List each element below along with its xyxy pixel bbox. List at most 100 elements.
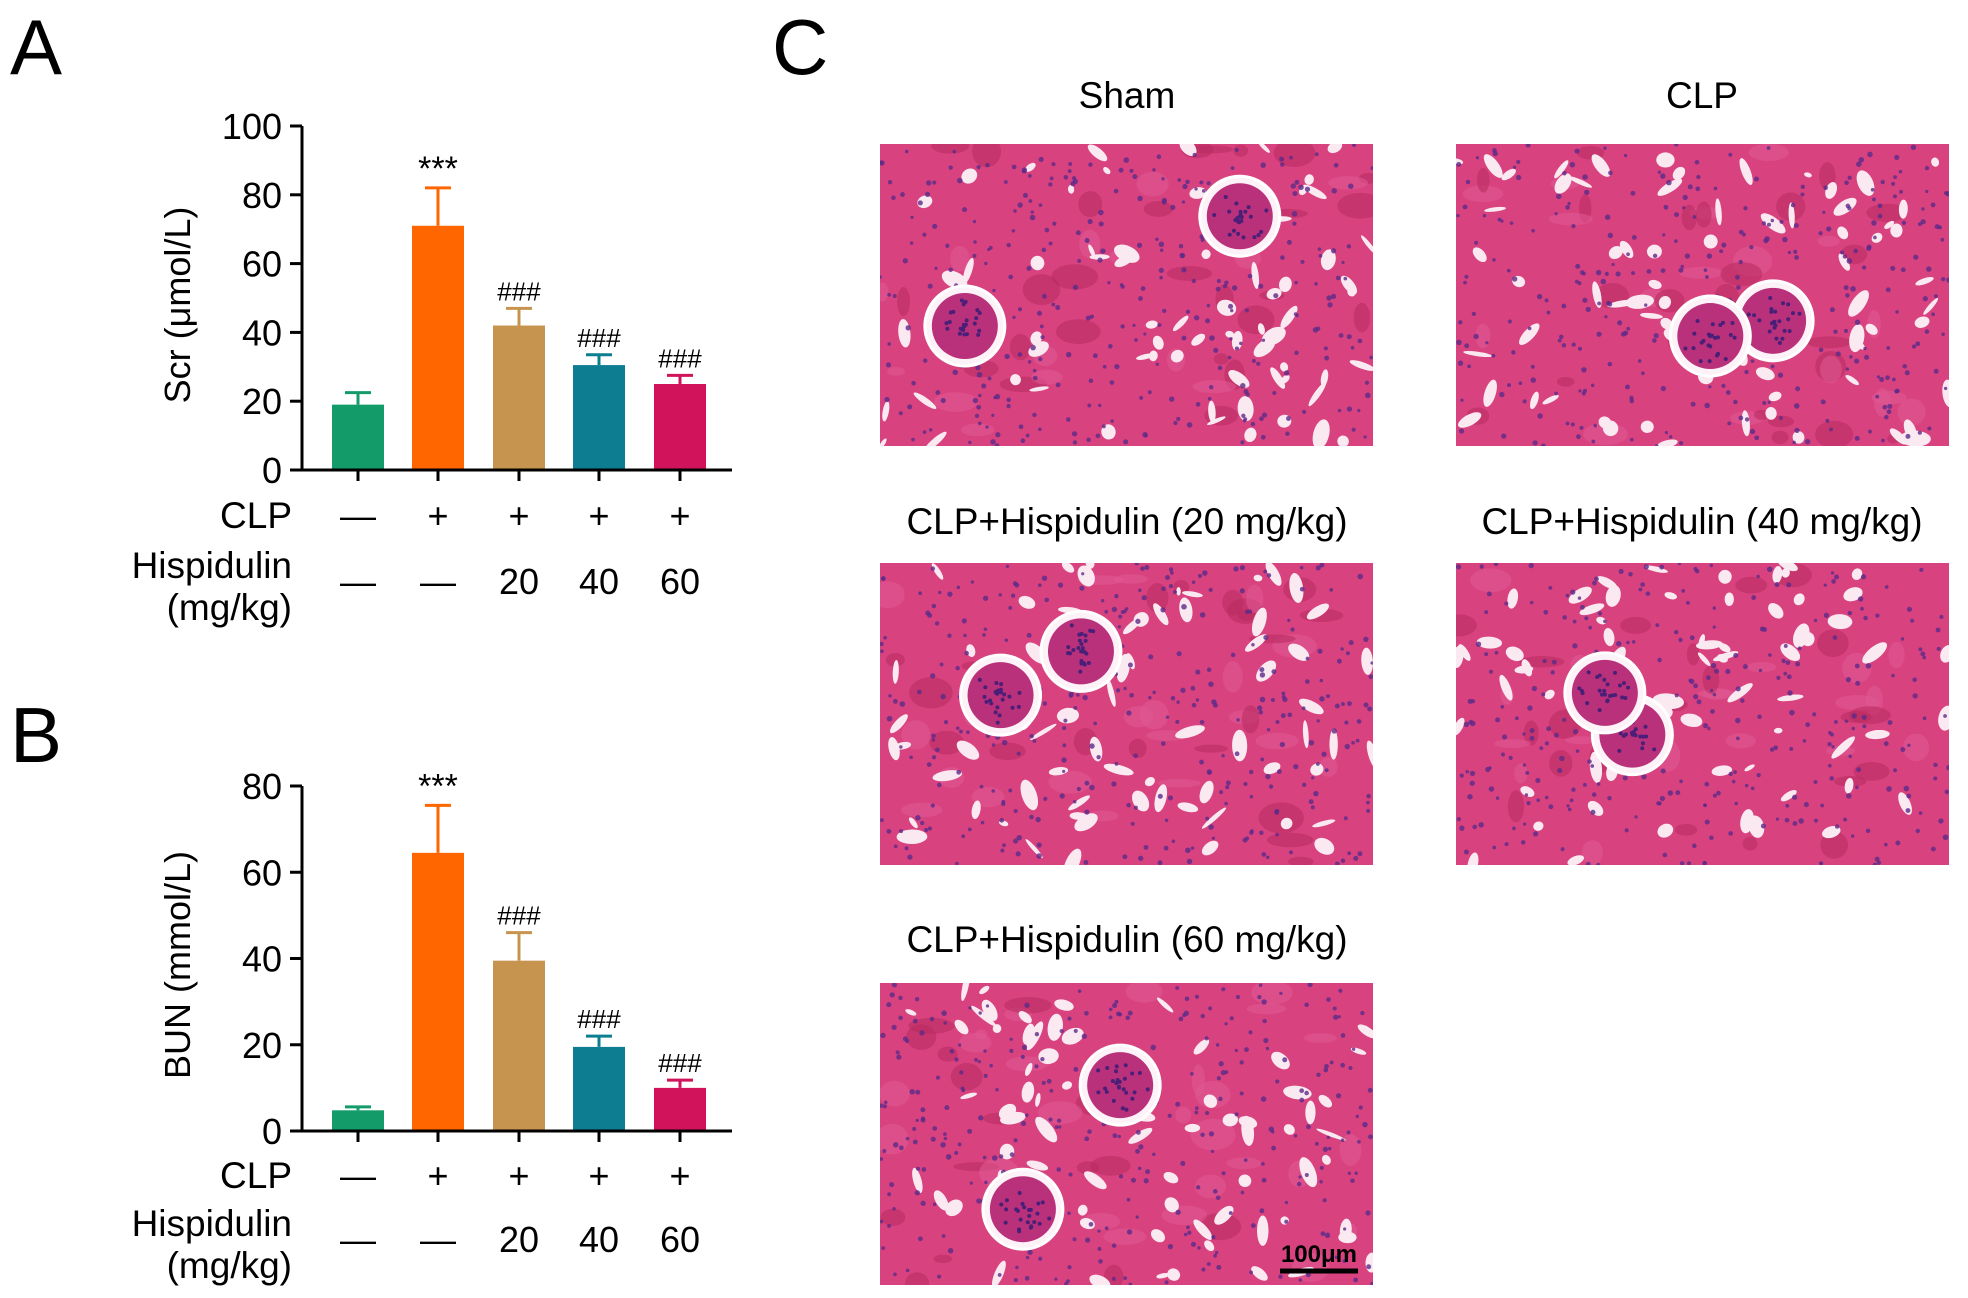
stain-patch xyxy=(1817,629,1849,658)
nucleus xyxy=(1006,403,1011,409)
nucleus xyxy=(1861,265,1867,270)
tubule-lumen xyxy=(1484,206,1506,212)
tubule-lumen xyxy=(1640,420,1654,434)
nucleus xyxy=(1738,259,1743,265)
nucleus xyxy=(1111,1276,1116,1281)
tubule-lumen xyxy=(1366,740,1373,770)
glomerulus-nucleus xyxy=(1621,733,1626,738)
nucleus xyxy=(1025,433,1030,438)
nucleus xyxy=(1181,603,1187,610)
nucleus xyxy=(1709,688,1714,693)
nucleus xyxy=(1249,1270,1253,1275)
nucleus xyxy=(1118,167,1124,173)
tubule-lumen xyxy=(1589,751,1603,783)
nucleus xyxy=(1280,713,1286,719)
nucleus xyxy=(1281,691,1286,696)
tubule-lumen xyxy=(1208,400,1216,423)
tubule-lumen xyxy=(1554,160,1569,179)
nucleus xyxy=(1179,252,1186,259)
stain-patch xyxy=(1213,353,1229,365)
nucleus xyxy=(1910,144,1917,151)
nucleus xyxy=(1580,604,1585,610)
nucleus xyxy=(1792,821,1798,826)
nucleus xyxy=(1351,1047,1356,1051)
nucleus xyxy=(1933,294,1938,298)
nucleus xyxy=(895,1050,900,1055)
tubule-lumen xyxy=(1312,419,1330,446)
tubule-lumen xyxy=(954,1019,969,1035)
nucleus xyxy=(1696,699,1702,705)
nucleus xyxy=(1779,219,1784,224)
nucleus xyxy=(887,1192,892,1197)
tubule-lumen xyxy=(1026,1021,1044,1051)
nucleus xyxy=(980,820,985,825)
nucleus xyxy=(1482,214,1487,218)
nucleus xyxy=(1571,787,1576,792)
nucleus xyxy=(1032,412,1037,418)
nucleus xyxy=(1529,600,1534,605)
glomerulus-nucleus xyxy=(1223,194,1228,199)
nucleus xyxy=(1750,359,1755,363)
nucleus xyxy=(1290,627,1295,632)
nucleus xyxy=(940,397,946,404)
nucleus xyxy=(1308,799,1314,805)
tubule-lumen xyxy=(1106,678,1116,707)
tubule-lumen xyxy=(1156,1273,1170,1279)
glomerulus-nucleus xyxy=(1124,1107,1129,1112)
nucleus xyxy=(1495,796,1500,800)
tubule-lumen xyxy=(1203,1094,1218,1108)
nucleus xyxy=(1004,638,1009,642)
bun-clp-value-2: + xyxy=(508,1155,529,1196)
nucleus xyxy=(1331,248,1337,254)
glomerulus-nucleus xyxy=(1069,623,1074,628)
nucleus xyxy=(1708,385,1712,389)
nucleus xyxy=(1529,728,1535,734)
nucleus xyxy=(1108,1015,1113,1020)
nucleus xyxy=(1368,1134,1373,1140)
nucleus xyxy=(1342,1259,1347,1264)
tubule-lumen xyxy=(1848,290,1869,317)
nucleus xyxy=(916,1166,920,1171)
nucleus xyxy=(1233,566,1239,572)
tubule-lumen xyxy=(1467,852,1479,865)
nucleus xyxy=(1603,146,1607,150)
nucleus xyxy=(1132,174,1138,180)
nucleus xyxy=(1591,792,1597,797)
nucleus xyxy=(1111,606,1118,613)
nucleus xyxy=(1895,840,1901,846)
nucleus xyxy=(893,844,898,849)
nucleus xyxy=(1539,746,1544,751)
nucleus xyxy=(1679,779,1683,784)
nucleus xyxy=(1161,199,1167,205)
nucleus xyxy=(1804,438,1811,445)
bun-hispidulin-value-4: 60 xyxy=(660,1219,700,1260)
nucleus xyxy=(892,1142,899,1148)
nucleus xyxy=(918,591,922,596)
nucleus xyxy=(976,164,981,170)
glomerulus-nucleus xyxy=(1707,359,1712,364)
nucleus xyxy=(1758,668,1763,673)
nucleus xyxy=(1782,236,1788,243)
nucleus xyxy=(1789,709,1795,716)
nucleus xyxy=(1590,809,1596,815)
nucleus xyxy=(1471,311,1476,317)
nucleus xyxy=(1839,250,1844,255)
nucleus xyxy=(1084,1010,1089,1016)
glomerulus-nucleus xyxy=(1579,688,1584,693)
nucleus xyxy=(1463,721,1470,728)
tubule-lumen xyxy=(1018,1011,1032,1024)
nucleus xyxy=(1347,701,1352,707)
nucleus xyxy=(1167,795,1174,801)
nucleus xyxy=(1337,1015,1341,1019)
nucleus xyxy=(1629,437,1634,442)
nucleus xyxy=(954,861,959,865)
nucleus xyxy=(1930,202,1936,208)
tubule-lumen xyxy=(945,1199,963,1217)
tubule-lumen xyxy=(1244,427,1257,442)
nucleus xyxy=(1891,377,1896,382)
nucleus xyxy=(1559,755,1565,762)
stain-patch xyxy=(1022,274,1061,306)
nucleus xyxy=(1766,146,1771,150)
nucleus xyxy=(985,162,990,168)
nucleus xyxy=(1205,816,1210,821)
